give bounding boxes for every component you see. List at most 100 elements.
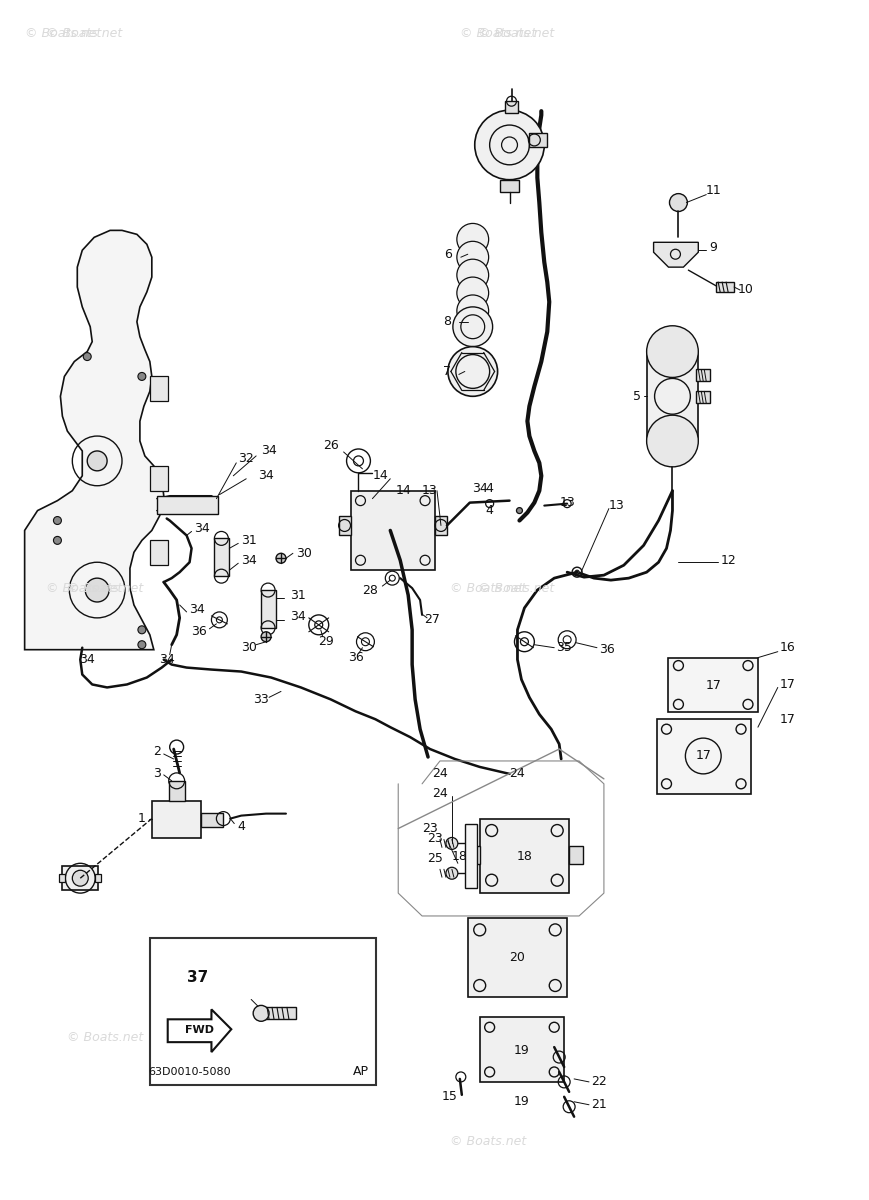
Text: 24: 24	[432, 787, 448, 800]
Text: 36: 36	[348, 652, 363, 664]
Text: 34: 34	[472, 482, 488, 496]
Bar	[716, 282, 734, 292]
Text: 27: 27	[424, 613, 440, 626]
Text: © Boats.net: © Boats.net	[68, 1031, 143, 1044]
Bar	[468, 918, 567, 997]
Text: 34: 34	[194, 522, 209, 535]
Text: 1: 1	[138, 812, 146, 826]
Text: 21: 21	[591, 1098, 607, 1111]
Text: 18: 18	[516, 850, 533, 863]
Bar	[529, 133, 547, 146]
Text: 36: 36	[599, 643, 614, 656]
Text: 9: 9	[709, 241, 717, 253]
Text: 18: 18	[452, 850, 468, 863]
Text: 34: 34	[258, 469, 274, 482]
Text: © Boats.net: © Boats.net	[46, 582, 123, 594]
Circle shape	[253, 1006, 269, 1021]
Bar	[657, 719, 751, 793]
Bar	[96, 875, 101, 882]
Bar	[696, 370, 710, 382]
Circle shape	[457, 241, 488, 274]
Circle shape	[457, 259, 488, 290]
Circle shape	[669, 193, 687, 211]
Circle shape	[54, 516, 62, 524]
Text: 4: 4	[486, 482, 494, 496]
Text: 34: 34	[189, 604, 204, 617]
Text: 14: 14	[373, 469, 388, 482]
Text: 25: 25	[427, 852, 443, 865]
Circle shape	[453, 307, 493, 347]
Text: 12: 12	[720, 553, 736, 566]
Text: 34: 34	[79, 653, 95, 666]
Bar	[500, 180, 520, 192]
Bar	[350, 491, 435, 570]
Bar	[480, 1018, 564, 1082]
Circle shape	[457, 277, 488, 308]
Bar	[149, 466, 168, 491]
Text: © Boats.net: © Boats.net	[478, 582, 554, 594]
Circle shape	[647, 325, 699, 378]
Text: 34: 34	[242, 553, 257, 566]
Circle shape	[276, 553, 286, 563]
Bar	[149, 540, 168, 565]
Text: 17: 17	[779, 678, 796, 691]
Circle shape	[138, 626, 146, 634]
Bar	[152, 800, 202, 839]
Text: 13: 13	[560, 496, 575, 509]
Text: 30: 30	[242, 641, 257, 654]
Text: 16: 16	[779, 641, 796, 654]
Text: 14: 14	[395, 485, 411, 497]
Circle shape	[516, 508, 522, 514]
Text: 28: 28	[362, 583, 378, 596]
Text: © Boats.net: © Boats.net	[478, 28, 554, 40]
Bar	[569, 846, 583, 864]
Text: 8: 8	[443, 316, 451, 329]
Text: 20: 20	[509, 952, 526, 964]
Bar	[339, 516, 350, 535]
Bar	[480, 818, 569, 893]
Bar	[156, 496, 218, 514]
Circle shape	[457, 223, 488, 256]
Text: 10: 10	[738, 283, 754, 296]
Text: 17: 17	[779, 713, 796, 726]
Circle shape	[575, 570, 579, 574]
Text: 5: 5	[633, 390, 640, 403]
Bar	[215, 539, 229, 576]
Text: 17: 17	[706, 679, 721, 692]
Circle shape	[83, 353, 91, 360]
Circle shape	[474, 110, 544, 180]
Circle shape	[457, 295, 488, 326]
Text: 23: 23	[428, 832, 443, 845]
Text: 24: 24	[509, 767, 526, 780]
Text: © Boats.net: © Boats.net	[24, 28, 101, 40]
Bar	[696, 391, 710, 403]
Bar	[261, 1007, 295, 1019]
Polygon shape	[24, 230, 163, 649]
Circle shape	[138, 641, 146, 649]
Bar	[59, 875, 65, 882]
Bar	[466, 846, 480, 864]
Text: 2: 2	[153, 744, 161, 757]
Text: © Boats.net: © Boats.net	[46, 28, 123, 40]
Circle shape	[446, 868, 458, 880]
Text: 15: 15	[442, 1091, 458, 1103]
Text: © Boats.net: © Boats.net	[450, 1135, 526, 1148]
Text: © Boats.net: © Boats.net	[460, 28, 536, 40]
Text: 13: 13	[609, 499, 625, 512]
Text: 34: 34	[159, 653, 175, 666]
Text: 31: 31	[242, 534, 257, 547]
Circle shape	[647, 415, 699, 467]
Bar	[647, 352, 699, 442]
Polygon shape	[653, 242, 699, 268]
Text: 26: 26	[322, 439, 339, 452]
Text: 24: 24	[432, 767, 448, 780]
Text: 33: 33	[253, 692, 269, 706]
Circle shape	[138, 372, 146, 380]
Circle shape	[85, 578, 109, 602]
Bar	[169, 781, 184, 800]
Text: 36: 36	[190, 625, 207, 638]
Bar	[149, 377, 168, 401]
Text: 30: 30	[296, 547, 312, 560]
Text: 17: 17	[695, 750, 711, 762]
Text: © Boats.net: © Boats.net	[450, 582, 526, 594]
